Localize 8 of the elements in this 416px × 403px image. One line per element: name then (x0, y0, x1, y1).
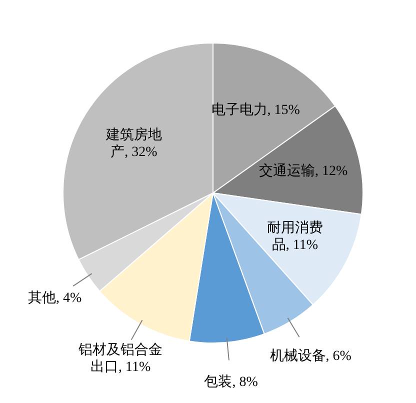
slice-label: 耐用消费品, 11% (266, 220, 324, 254)
slice-label: 其他, 4% (26, 290, 83, 307)
slice-label: 建筑房地产, 32% (104, 126, 163, 161)
slice-label: 铝材及铝合金出口, 11% (78, 342, 164, 376)
slice-label: 交通运输, 12% (258, 162, 349, 180)
slice-label: 机械设备, 6% (268, 348, 352, 365)
slice-label: 包装, 8% (203, 374, 259, 391)
slice-label: 电子电力, 15% (210, 102, 301, 119)
